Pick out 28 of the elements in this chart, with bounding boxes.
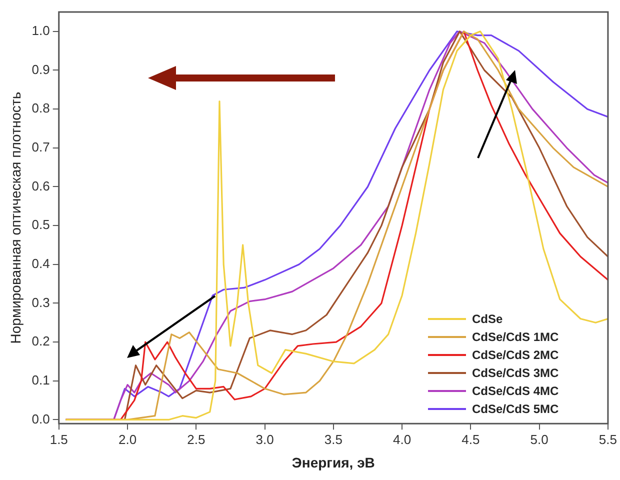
y-tick-label: 0.9 <box>32 62 50 77</box>
legend-label: CdSe/CdS 3MC <box>472 366 559 380</box>
x-axis-title: Энергия, эВ <box>292 454 375 470</box>
y-tick-label: 0.0 <box>32 411 50 426</box>
y-tick-label: 0.1 <box>32 372 50 388</box>
legend-label: CdSe/CdS 5MC <box>472 402 559 416</box>
x-tick-label: 3.5 <box>324 432 342 447</box>
x-tick-label: 5.0 <box>530 432 548 447</box>
x-tick-label: 2.5 <box>187 432 206 447</box>
x-tick-label: 5.5 <box>598 432 618 447</box>
legend-label: CdSe/CdS 1MC <box>472 330 559 344</box>
x-tick-label: 4.5 <box>462 432 480 447</box>
legend-label: CdSe <box>472 312 503 326</box>
legend-label: CdSe/CdS 2MC <box>472 348 559 362</box>
x-tick-label: 3.0 <box>256 432 274 447</box>
y-tick-label: 0.2 <box>32 334 50 349</box>
y-tick-label: 0.4 <box>32 256 50 271</box>
y-tick-label: 0.7 <box>32 139 50 154</box>
y-tick-label: 0.6 <box>32 178 50 194</box>
x-tick-label: 4.0 <box>393 432 412 447</box>
x-tick-label: 1.5 <box>50 432 68 447</box>
x-tick-label: 2.0 <box>118 432 137 447</box>
y-axis-title: Нормированная оптическая плотность <box>7 92 24 344</box>
y-tick-label: 1.0 <box>32 22 50 38</box>
y-tick-label: 0.8 <box>32 100 50 116</box>
y-tick-label: 0.5 <box>32 217 50 232</box>
y-tick-label: 0.3 <box>32 294 50 310</box>
legend-label: CdSe/CdS 4MC <box>472 384 559 398</box>
